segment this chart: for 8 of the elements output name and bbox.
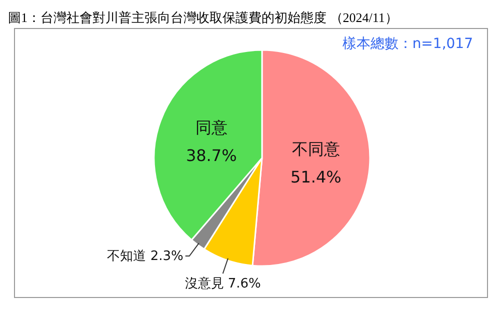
slice-label: 沒意見 7.6% [184, 276, 261, 292]
slice-label: 不知道 2.3% [107, 249, 184, 264]
text: 樣本總數：n=1,017 [342, 35, 473, 53]
chart-title: 圖1：台灣社會對川普主張向台灣收取保護費的初始態度 （2024/11） [8, 9, 399, 27]
slice-label: 同意 [195, 118, 228, 138]
slice-label: 不同意 [292, 139, 340, 158]
data-label: 51.4% [290, 167, 342, 186]
data-label: 38.7% [186, 146, 237, 166]
